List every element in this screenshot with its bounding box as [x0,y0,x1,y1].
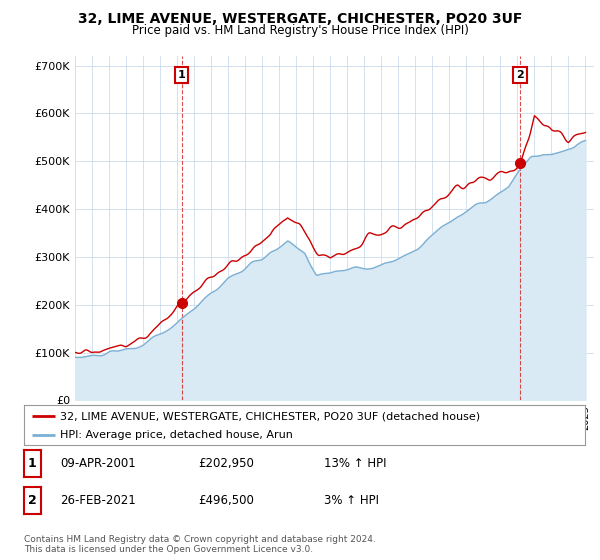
Text: Price paid vs. HM Land Registry's House Price Index (HPI): Price paid vs. HM Land Registry's House … [131,24,469,37]
Text: 1: 1 [28,456,37,470]
Text: 32, LIME AVENUE, WESTERGATE, CHICHESTER, PO20 3UF (detached house): 32, LIME AVENUE, WESTERGATE, CHICHESTER,… [61,411,481,421]
Text: 3% ↑ HPI: 3% ↑ HPI [324,494,379,507]
Text: 32, LIME AVENUE, WESTERGATE, CHICHESTER, PO20 3UF: 32, LIME AVENUE, WESTERGATE, CHICHESTER,… [78,12,522,26]
Text: Contains HM Land Registry data © Crown copyright and database right 2024.
This d: Contains HM Land Registry data © Crown c… [24,535,376,554]
Text: 09-APR-2001: 09-APR-2001 [60,456,136,470]
Text: 2: 2 [516,70,524,80]
Text: 1: 1 [178,70,185,80]
Text: HPI: Average price, detached house, Arun: HPI: Average price, detached house, Arun [61,430,293,440]
Text: 26-FEB-2021: 26-FEB-2021 [60,494,136,507]
Text: £496,500: £496,500 [198,494,254,507]
Text: 2: 2 [28,494,37,507]
Text: £202,950: £202,950 [198,456,254,470]
Text: 13% ↑ HPI: 13% ↑ HPI [324,456,386,470]
